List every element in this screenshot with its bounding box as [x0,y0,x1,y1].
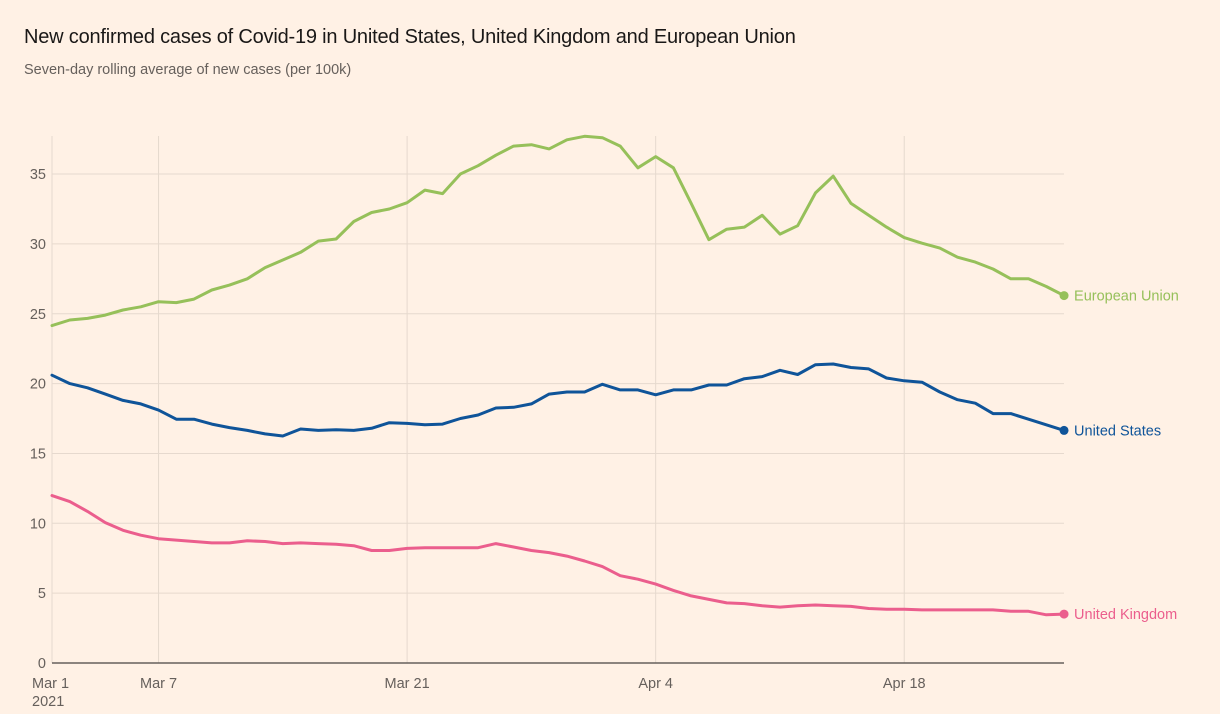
x-gridlines [51,136,905,663]
series-line-united-kingdom [50,494,1066,617]
y-tick-label: 35 [30,167,46,183]
series-lines [50,134,1066,617]
y-tick-label: 0 [38,656,46,672]
y-axis-tick-labels: 0 5 10 15 20 25 30 35 [30,167,46,672]
chart-title: New confirmed cases of Covid-19 in Unite… [24,26,796,48]
chart-subtitle: Seven-day rolling average of new cases (… [24,62,352,78]
y-tick-label: 10 [30,516,46,532]
end-labels: European Union United States United Kingdo… [1059,289,1179,623]
end-label-united-states: United States [1074,423,1161,439]
x-tick-sublabel: 2021 [32,694,64,710]
end-marker-european-union [1059,291,1069,301]
x-tick-label: Apr 4 [638,676,673,692]
y-tick-label: 5 [38,586,46,602]
x-tick-label: Mar 7 [140,676,177,692]
x-tick-label: Mar 21 [385,676,430,692]
y-tick-label: 30 [30,237,46,253]
y-tick-label: 15 [30,446,46,462]
series-line-united-states [50,362,1066,438]
end-marker-united-kingdom [1059,609,1069,619]
series-line-european-union [50,134,1066,328]
end-label-european-union: European Union [1074,289,1179,305]
x-tick-label: Apr 18 [883,676,926,692]
y-gridlines [52,173,1064,594]
y-tick-label: 25 [30,307,46,323]
end-marker-united-states [1059,425,1069,435]
end-label-united-kingdom: United Kingdom [1074,607,1177,623]
x-tick-label: Mar 1 [32,676,69,692]
x-axis-tick-labels: Mar 1 2021 Mar 7 Mar 21 Apr 4 Apr 18 [32,676,926,710]
y-tick-label: 20 [30,377,46,393]
